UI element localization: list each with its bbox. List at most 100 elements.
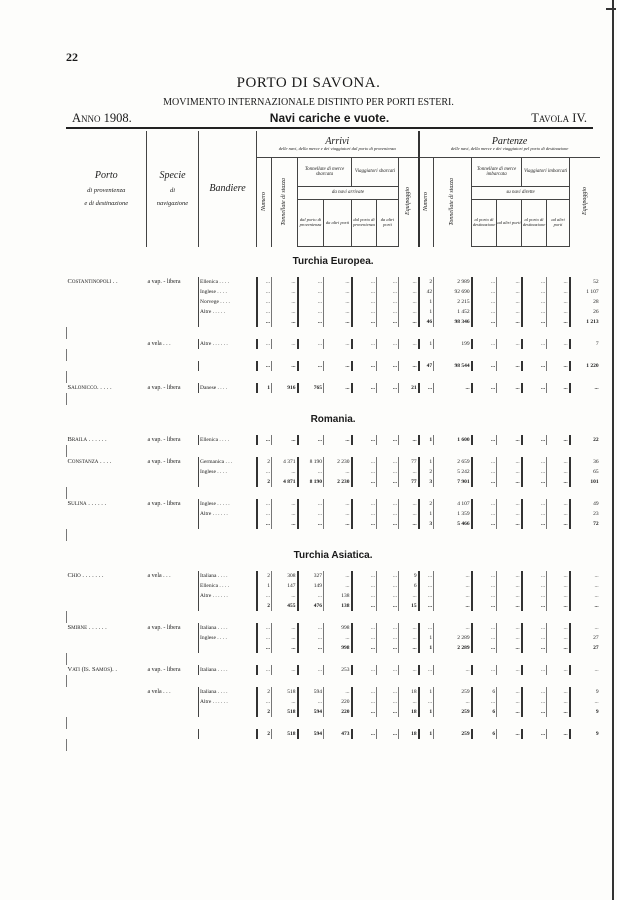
- port-name: [67, 601, 147, 611]
- port-name: [67, 307, 147, 317]
- value-cell: 9: [568, 686, 600, 697]
- value-cell: ...: [496, 642, 522, 653]
- port-name: [67, 643, 147, 653]
- value-cell: ...: [255, 316, 272, 327]
- value-cell: 308: [271, 570, 298, 581]
- value-cell: ...: [470, 696, 497, 707]
- value-cell: 916: [271, 382, 298, 393]
- table-row: Inglese . . . ...................... 2 5 2…: [67, 466, 600, 477]
- row-spacer: [65, 370, 600, 383]
- value-cell: ...: [376, 456, 399, 467]
- value-cell: 27: [568, 632, 600, 643]
- value-cell: ...: [350, 306, 377, 317]
- port-name: [67, 707, 147, 717]
- navigation-type: [146, 466, 199, 477]
- port-name: [67, 729, 147, 739]
- value-cell: ...: [271, 434, 298, 445]
- value-cell: 1: [417, 296, 434, 307]
- value-cell: ...: [350, 338, 377, 349]
- value-cell: 1 600: [433, 434, 472, 445]
- value-cell: ...: [271, 642, 298, 653]
- value-cell: ...: [296, 696, 324, 707]
- value-cell: ...: [323, 276, 352, 287]
- value-cell: ...: [350, 600, 377, 611]
- value-cell: ...: [376, 600, 399, 611]
- value-cell: 518: [271, 728, 298, 739]
- flag-name: [198, 360, 257, 371]
- value-cell: 594: [296, 706, 324, 717]
- value-cell: 594: [296, 686, 324, 697]
- table-row: Smirne . . . . . . a vap. - libera Italian…: [67, 622, 600, 633]
- value-cell: 2 230: [323, 456, 352, 467]
- value-cell: ...: [520, 434, 547, 445]
- header-porto: Porto di provenienza e di destinazione: [84, 170, 129, 208]
- value-cell: ...: [520, 276, 547, 287]
- value-cell: ...: [296, 622, 324, 633]
- value-cell: ...: [271, 664, 298, 675]
- value-cell: ...: [470, 518, 497, 529]
- header-arrivi-viaggiatori: Viaggiatori sbarcati: [351, 157, 399, 187]
- value-cell: 1: [417, 456, 434, 467]
- value-cell: ...: [350, 632, 377, 643]
- value-cell: ...: [350, 316, 377, 327]
- total-row: 2 518 594 220...... 18 1 259 6......... 9: [67, 706, 600, 717]
- value-cell: ...: [496, 664, 522, 675]
- value-cell: ...: [520, 338, 547, 349]
- navigation-type: a vap. - libera: [146, 276, 199, 287]
- value-cell: ...: [323, 296, 352, 307]
- value-cell: ...: [546, 664, 570, 675]
- table-row: a vela . . . Altre . . . . . ............…: [67, 338, 600, 349]
- value-cell: ...: [271, 296, 298, 307]
- value-cell: ...: [323, 338, 352, 349]
- header-specie: Specie di navigazione: [146, 131, 199, 247]
- flag-name: Altre . . . . .: [198, 306, 257, 317]
- value-cell: 2 289: [433, 632, 472, 643]
- section-title: Romania.: [310, 414, 356, 425]
- navigation-type: [146, 286, 199, 297]
- total-row: ..................... 47 98 544...........…: [67, 360, 600, 371]
- value-cell: ...: [496, 508, 522, 519]
- value-cell: ...: [271, 508, 298, 519]
- port-name: [67, 467, 147, 477]
- navigation-type: [146, 316, 199, 327]
- value-cell: ...: [271, 338, 298, 349]
- value-cell: 9: [568, 728, 600, 739]
- value-cell: ...: [470, 498, 497, 509]
- flag-name: Inglese . . . .: [198, 286, 257, 297]
- table-row: Chio . . . . . . . a vela . . . Italiana .…: [67, 570, 600, 581]
- value-cell: ...: [496, 580, 522, 591]
- value-cell: ...: [546, 360, 570, 371]
- value-cell: ...: [350, 622, 377, 633]
- value-cell: ...: [546, 508, 570, 519]
- table-row: Sulina . . . . . . a vap. - libera Inglese…: [67, 498, 600, 509]
- value-cell: ...: [397, 286, 419, 297]
- port-name: Vati (Is. Samos). .: [67, 666, 118, 673]
- value-cell: 98 346: [433, 316, 472, 327]
- value-cell: ...: [271, 306, 298, 317]
- value-cell: 23: [568, 508, 600, 519]
- value-cell: ...: [568, 696, 600, 707]
- value-cell: ...: [520, 382, 547, 393]
- value-cell: 65: [568, 466, 600, 477]
- value-cell: ...: [417, 382, 434, 393]
- table-row: Costantinopoli . . a vap. - libera Ellenic…: [67, 276, 600, 287]
- header-arr-sub-4: da altri porti: [376, 199, 399, 247]
- flag-name: Altre . . . . . .: [198, 590, 257, 601]
- flag-name: Italiana . . . .: [198, 686, 257, 697]
- value-cell: 36: [568, 456, 600, 467]
- value-cell: 476: [296, 600, 324, 611]
- header-par-sub-2: ad altri porti: [496, 199, 522, 247]
- value-cell: ...: [470, 632, 497, 643]
- value-cell: ...: [255, 286, 272, 297]
- value-cell: ...: [397, 664, 419, 675]
- value-cell: ...: [397, 498, 419, 509]
- port-name: [67, 287, 147, 297]
- total-row: ......... 998......... 1 2 289............ 2…: [67, 642, 600, 653]
- table-heading: Navi cariche e vuote.: [269, 111, 390, 125]
- value-cell: 259: [433, 706, 472, 717]
- header-arrivi-numero: Numero: [256, 157, 272, 247]
- value-cell: ...: [496, 706, 522, 717]
- value-cell: ...: [296, 286, 324, 297]
- value-cell: ...: [296, 296, 324, 307]
- table-caption-bar: Anno 1908. Navi cariche e vuote. Tavola …: [66, 111, 593, 129]
